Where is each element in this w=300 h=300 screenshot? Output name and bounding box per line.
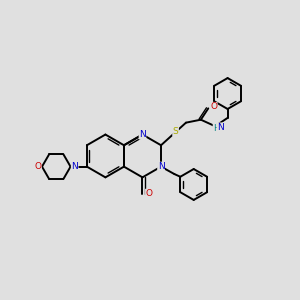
Text: N: N (158, 162, 164, 171)
Text: H: H (213, 124, 220, 133)
Text: O: O (210, 102, 217, 111)
Text: O: O (34, 162, 41, 171)
Text: N: N (139, 130, 146, 139)
Text: O: O (146, 189, 152, 198)
Text: S: S (173, 127, 178, 136)
Text: N: N (217, 123, 224, 132)
Text: N: N (71, 162, 78, 171)
